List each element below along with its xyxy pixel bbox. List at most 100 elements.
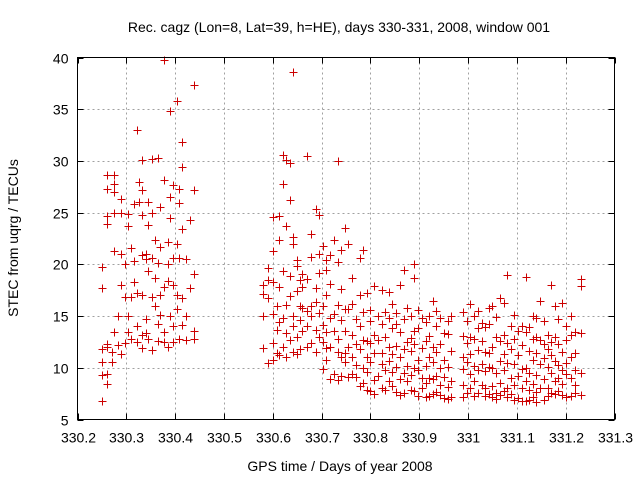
data-point [554, 315, 563, 324]
data-point [510, 396, 519, 405]
data-point [279, 343, 288, 352]
data-point [396, 353, 405, 362]
data-point [370, 376, 379, 385]
data-point [275, 283, 284, 292]
data-point [485, 320, 494, 329]
data-point [466, 384, 475, 393]
data-point [463, 389, 472, 398]
data-point [514, 351, 523, 360]
data-point [337, 353, 346, 362]
data-point [341, 358, 350, 367]
data-point [337, 285, 346, 294]
data-point [496, 337, 505, 346]
x-tick-label: 330.8 [353, 430, 388, 446]
data-point [322, 328, 331, 337]
data-point [307, 230, 316, 239]
y-tick-label: 20 [53, 257, 69, 273]
data-point [577, 391, 586, 400]
data-point [352, 361, 361, 370]
data-point [190, 335, 199, 344]
data-point [182, 312, 191, 321]
data-point [562, 359, 571, 368]
data-point [540, 354, 549, 363]
data-point [571, 349, 580, 358]
data-point [138, 291, 147, 300]
data-point [444, 330, 453, 339]
data-point [388, 324, 397, 333]
data-point [156, 243, 165, 252]
x-tick-label: 330.2 [61, 430, 96, 446]
data-point [322, 266, 331, 275]
data-point [410, 364, 419, 373]
data-point [337, 246, 346, 255]
data-point [173, 97, 182, 106]
data-point [496, 357, 505, 366]
data-point [459, 393, 468, 402]
data-point [293, 256, 302, 265]
data-point [558, 391, 567, 400]
data-point [169, 281, 178, 290]
data-point [366, 306, 375, 315]
data-point [175, 335, 184, 344]
data-point [425, 392, 434, 401]
data-point [510, 360, 519, 369]
data-point [540, 340, 549, 349]
data-point [175, 254, 184, 263]
data-point [571, 328, 580, 337]
data-point [514, 372, 523, 381]
data-point [529, 393, 538, 402]
chart-title: Rec. cagz (Lon=8, Lat=39, h=HE), days 33… [128, 19, 550, 35]
data-point [178, 138, 187, 147]
data-point [275, 212, 284, 221]
data-point [536, 384, 545, 393]
data-point [500, 366, 509, 375]
data-point [359, 246, 368, 255]
data-point [436, 314, 445, 323]
data-point [544, 345, 553, 354]
data-point [178, 294, 187, 303]
data-point [474, 366, 483, 375]
data-point [341, 327, 350, 336]
data-point [488, 393, 497, 402]
data-point [522, 377, 531, 386]
data-point [175, 185, 184, 194]
data-point [359, 364, 368, 373]
data-point [326, 251, 335, 260]
data-point [334, 335, 343, 344]
data-point [98, 397, 107, 406]
data-point [474, 307, 483, 316]
data-point [303, 275, 312, 284]
y-axis-label: STEC from uqrg / TECUs [5, 159, 21, 317]
data-point [173, 291, 182, 300]
data-point [110, 171, 119, 180]
data-point [169, 338, 178, 347]
data-point [117, 195, 126, 204]
data-point [562, 370, 571, 379]
data-point [381, 308, 390, 317]
data-point [138, 156, 147, 165]
data-point [110, 328, 119, 337]
data-point [425, 374, 434, 383]
data-point [322, 256, 331, 265]
data-point [344, 343, 353, 352]
data-point [289, 322, 298, 331]
data-point [532, 314, 541, 323]
data-point [144, 335, 153, 344]
data-point [410, 387, 419, 396]
data-point [319, 242, 328, 251]
data-point [432, 348, 441, 357]
data-point [478, 337, 487, 346]
data-point [154, 154, 163, 163]
data-point [289, 240, 298, 249]
data-point [330, 327, 339, 336]
data-point [190, 81, 199, 90]
data-point [577, 369, 586, 378]
data-point [407, 347, 416, 356]
data-point [138, 331, 147, 340]
data-point [307, 339, 316, 348]
data-point [275, 318, 284, 327]
data-point [532, 371, 541, 380]
data-point [275, 351, 284, 360]
data-point [381, 386, 390, 395]
